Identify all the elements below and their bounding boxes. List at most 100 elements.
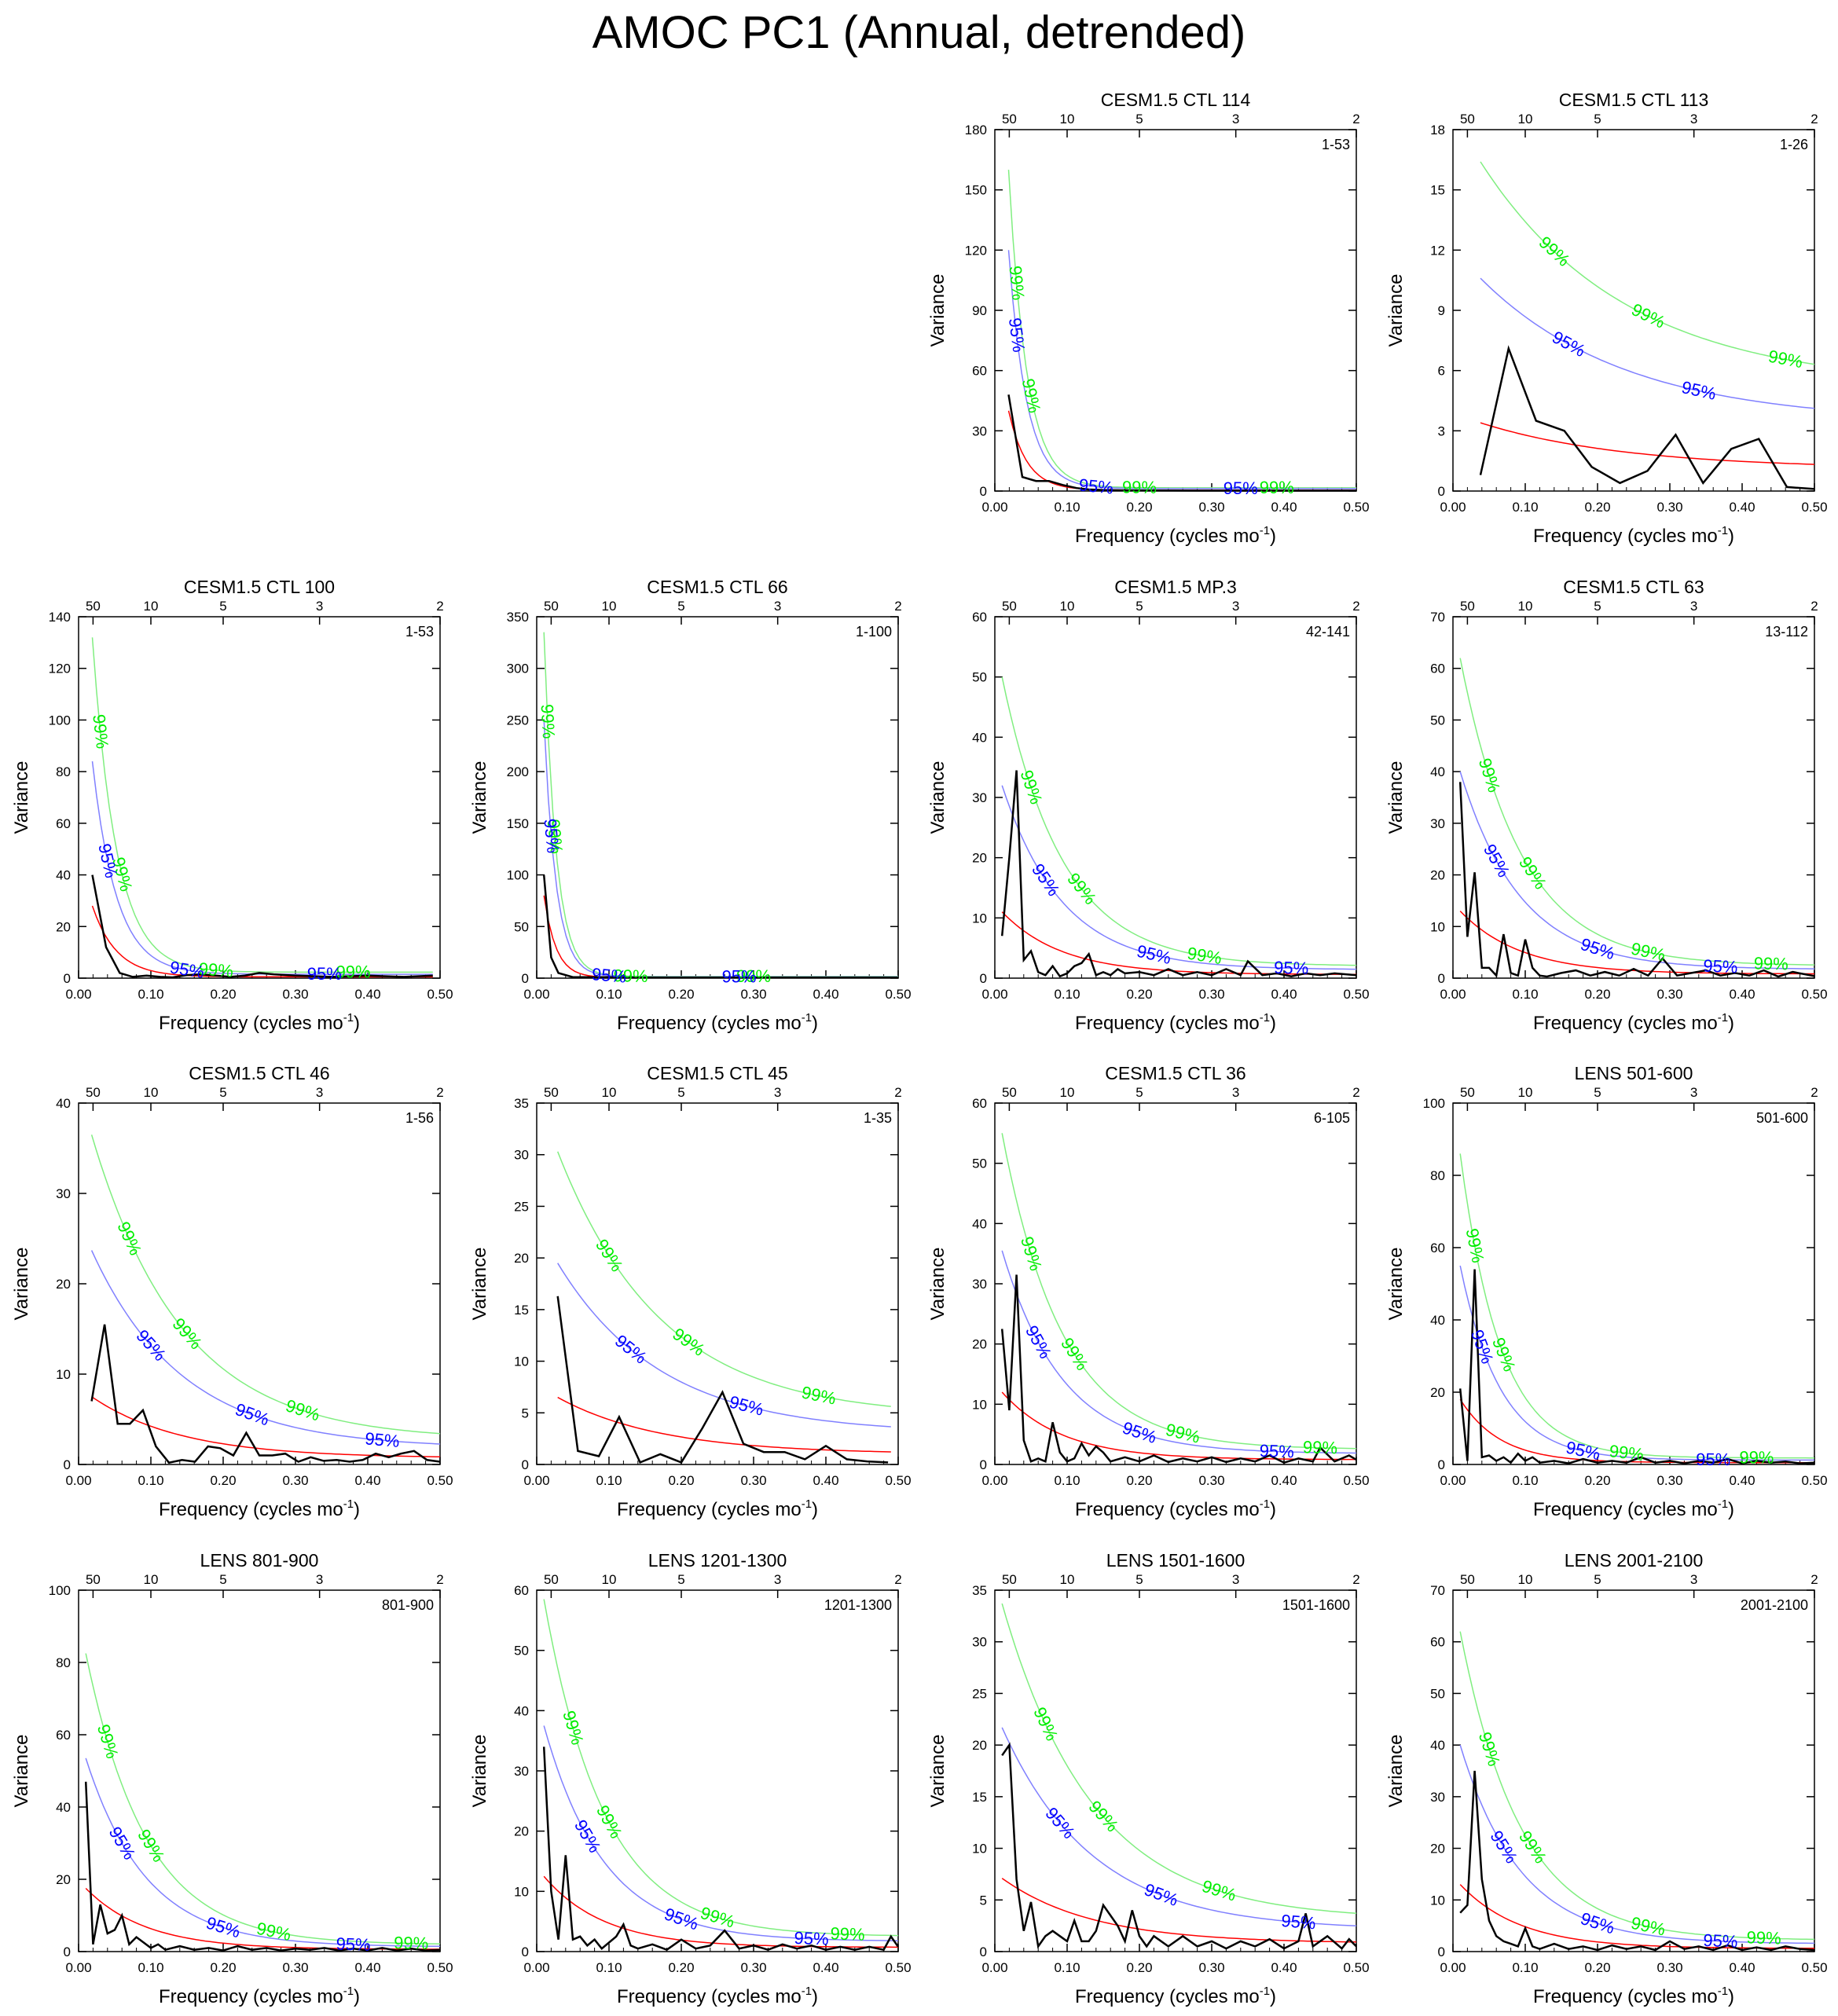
top-tick-label: 5 <box>1135 599 1143 614</box>
panel-title: LENS 801-900 <box>200 1550 319 1571</box>
top-tick-label: 3 <box>316 599 323 614</box>
y-tick-label: 100 <box>507 868 529 883</box>
ci99-line <box>85 1653 441 1945</box>
panel-title: CESM1.5 CTL 45 <box>647 1063 787 1083</box>
panel-title: CESM1.5 CTL 46 <box>189 1063 329 1083</box>
y-tick-label: 50 <box>514 1644 529 1659</box>
x-tick-label: 0.50 <box>1343 500 1369 515</box>
top-tick-label: 3 <box>1690 1085 1697 1100</box>
ci95-label: 95% <box>794 1928 829 1949</box>
x-tick-label: 0.20 <box>1126 500 1152 515</box>
top-tick-label: 10 <box>1060 599 1075 614</box>
ci99-line <box>90 1134 441 1435</box>
x-tick-label: 0.00 <box>1440 1960 1466 1975</box>
top-tick-label: 2 <box>1810 599 1818 614</box>
x-axis-label-superscript: -1 <box>1718 1985 1728 1998</box>
x-tick-label: 0.40 <box>1271 987 1297 1002</box>
y-tick-label: 60 <box>972 610 987 625</box>
x-axis-label-close: ) <box>1728 1013 1734 1034</box>
top-tick-label: 50 <box>1460 1572 1475 1587</box>
x-tick-label: 0.20 <box>1126 1473 1152 1488</box>
y-tick-label: 0 <box>522 1945 529 1959</box>
y-tick-label: 0 <box>64 1945 71 1959</box>
x-tick-label: 0.50 <box>885 1473 911 1488</box>
x-tick-label: 0.00 <box>523 1473 549 1488</box>
x-axis-label-close: ) <box>1728 1499 1734 1520</box>
y-tick-label: 90 <box>972 303 987 318</box>
top-tick-label: 50 <box>1460 599 1475 614</box>
top-tick-label: 50 <box>544 599 559 614</box>
range-label: 1-26 <box>1780 137 1808 152</box>
panel-title: LENS 1201-1300 <box>648 1550 787 1571</box>
x-axis-label-text: Frequency (cycles mo <box>1533 1986 1718 2007</box>
top-tick-label: 5 <box>1594 599 1601 614</box>
x-axis-label-text: Frequency (cycles mo <box>617 1013 802 1034</box>
y-tick-label: 40 <box>972 1216 987 1231</box>
x-tick-label: 0.00 <box>981 987 1007 1002</box>
y-tick-label: 20 <box>514 1824 529 1839</box>
x-axis-label-superscript: -1 <box>1718 524 1728 537</box>
ci95-label: 95% <box>336 1934 371 1955</box>
x-axis-label-superscript: -1 <box>1718 1497 1728 1511</box>
spectrum-line <box>542 1747 900 1952</box>
y-tick-label: 180 <box>965 123 987 137</box>
y-axis-label: Variance <box>1385 274 1407 347</box>
y-tick-label: 60 <box>1430 662 1445 676</box>
x-tick-label: 0.20 <box>210 1960 236 1975</box>
y-tick-label: 70 <box>1430 610 1445 625</box>
spectrum-panel: CESM1.5 CTL 46 1-56 0.00 0.10 0.20 0.30 0.40 0.… <box>11 1063 453 1520</box>
ci95-line <box>1001 785 1356 970</box>
top-tick-label: 3 <box>1690 599 1697 614</box>
top-tick-label: 5 <box>1135 1572 1143 1587</box>
x-tick-label: 0.20 <box>1126 1960 1152 1975</box>
y-tick-label: 30 <box>972 1277 987 1292</box>
x-tick-label: 0.10 <box>1512 987 1538 1002</box>
x-axis-label-close: ) <box>1270 1986 1276 2007</box>
top-tick-label: 50 <box>1002 1572 1017 1587</box>
y-tick-label: 0 <box>64 1457 71 1472</box>
x-tick-label: 0.50 <box>427 1960 453 1975</box>
x-tick-label: 0.40 <box>354 1960 380 1975</box>
range-label: 1-35 <box>864 1110 892 1126</box>
y-tick-label: 80 <box>56 1655 71 1670</box>
panel-title: CESM1.5 CTL 114 <box>1101 90 1251 110</box>
x-tick-label: 0.40 <box>813 1473 838 1488</box>
top-tick-label: 10 <box>602 1572 617 1587</box>
y-tick-label: 150 <box>507 816 529 831</box>
spectrum-line <box>84 1781 441 1952</box>
top-tick-label: 2 <box>894 1572 901 1587</box>
range-label: 501-600 <box>1756 1110 1808 1126</box>
top-tick-label: 50 <box>544 1085 559 1100</box>
spectrum-line <box>1458 782 1815 978</box>
y-tick-label: 15 <box>514 1303 529 1318</box>
spectrum-line <box>1459 1770 1815 1952</box>
x-axis-label-close: ) <box>1270 526 1276 547</box>
x-tick-label: 0.20 <box>1584 1473 1610 1488</box>
plot-frame <box>1452 1589 1815 1952</box>
ci95-label: 95% <box>722 966 757 986</box>
red-noise-line <box>91 905 433 978</box>
y-tick-label: 10 <box>972 911 987 926</box>
x-tick-label: 0.20 <box>668 987 694 1002</box>
y-tick-label: 40 <box>1430 1313 1445 1328</box>
red-noise-line <box>1480 422 1815 465</box>
y-tick-label: 60 <box>56 1728 71 1743</box>
spectrum-line <box>1001 1742 1357 1950</box>
top-tick-label: 50 <box>86 1572 101 1587</box>
ci95-line <box>1480 277 1815 409</box>
ci99-label: 99% <box>394 1933 429 1953</box>
x-axis-label-text: Frequency (cycles mo <box>617 1499 802 1520</box>
range-label: 1201-1300 <box>824 1597 892 1613</box>
x-axis-label: Frequency (cycles mo-1) <box>1075 1497 1276 1520</box>
y-tick-label: 20 <box>1430 1385 1445 1400</box>
y-tick-label: 40 <box>1430 764 1445 779</box>
x-tick-label: 0.30 <box>1656 987 1682 1002</box>
top-tick-label: 2 <box>436 1572 443 1587</box>
range-label: 1-53 <box>1322 137 1350 152</box>
y-tick-label: 60 <box>972 1096 987 1111</box>
y-tick-label: 50 <box>514 919 529 934</box>
y-tick-label: 0 <box>980 484 987 499</box>
y-tick-label: 200 <box>507 764 529 779</box>
x-tick-label: 0.20 <box>668 1960 694 1975</box>
y-tick-label: 50 <box>972 1156 987 1171</box>
